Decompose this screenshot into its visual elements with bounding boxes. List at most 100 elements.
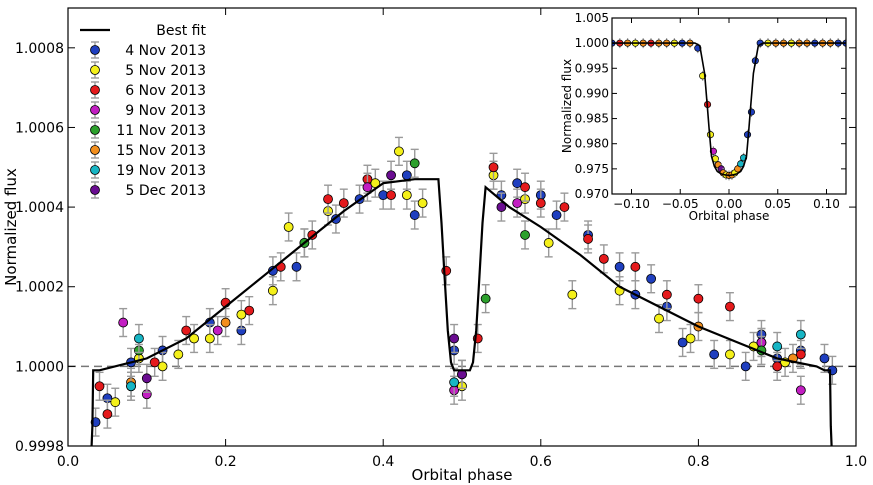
legend-marker-swatch: [90, 85, 100, 95]
inset-y-tick-label: 0.975: [575, 162, 609, 176]
data-point: [378, 180, 389, 210]
point-marker: [795, 385, 806, 396]
inset-x-tick-label: 0.05: [764, 197, 791, 211]
data-point: [417, 188, 428, 218]
data-point: [386, 160, 396, 190]
data-point: [646, 264, 657, 294]
data-point: [283, 212, 294, 242]
point-marker: [394, 146, 404, 157]
data-point: [149, 347, 160, 378]
data-point: [772, 331, 783, 362]
data-point: [323, 184, 333, 214]
legend-marker-swatch: [90, 105, 100, 115]
main-y-axis-label: Normalized flux: [2, 168, 20, 286]
data-point: [819, 343, 830, 374]
legend-label: 5 Nov 2013: [125, 63, 206, 79]
data-point: [94, 371, 105, 401]
data-point: [244, 295, 255, 326]
data-point: [394, 136, 404, 166]
point-marker: [386, 170, 396, 181]
data-point: [788, 343, 798, 374]
data-point: [212, 315, 223, 346]
point-marker: [173, 349, 184, 360]
legend-label: 4 Nov 2013: [125, 43, 206, 59]
point-marker: [795, 329, 806, 340]
data-point: [307, 220, 318, 250]
legend: Best fit 4 Nov 2013 5 Nov 2013 6 Nov 2013 9 …: [80, 23, 207, 199]
point-marker: [449, 333, 460, 344]
point-marker: [630, 261, 641, 272]
inset-y-tick-label: 0.970: [575, 187, 609, 201]
point-marker: [496, 202, 507, 212]
point-marker: [795, 349, 806, 360]
point-marker: [772, 341, 783, 352]
legend-entry: 5 Nov 2013: [90, 61, 206, 79]
point-marker: [362, 182, 373, 193]
legend-marker-swatch: [90, 145, 100, 155]
point-marker: [567, 289, 578, 300]
inset-ticks-layer: −0.10 −0.05 0.00 0.05 0.10 0.970 0.975 0.980 0.9…: [575, 11, 846, 211]
data-point: [220, 307, 231, 338]
point-marker: [772, 361, 783, 372]
legend-label: 19 Nov 2013: [116, 163, 206, 179]
legend-label: 11 Nov 2013: [116, 123, 206, 139]
point-marker: [291, 261, 302, 272]
point-marker: [126, 381, 136, 392]
point-marker: [110, 397, 121, 408]
data-point: [362, 172, 373, 202]
data-point: [370, 168, 381, 198]
inset-background: [612, 18, 846, 194]
point-marker: [520, 230, 530, 240]
data-point: [685, 323, 696, 354]
point-marker: [646, 273, 657, 284]
x-tick-label: 0.2: [214, 454, 236, 470]
point-marker: [220, 317, 231, 328]
data-point: [386, 180, 396, 210]
data-point: [134, 323, 144, 354]
point-marker: [149, 357, 160, 368]
legend-marker-swatch: [90, 125, 100, 135]
data-point: [520, 220, 530, 250]
data-point: [559, 192, 570, 222]
inset-x-axis-label: Orbital phase: [689, 209, 770, 223]
x-tick-label: 0.4: [372, 454, 394, 470]
point-marker: [102, 409, 113, 420]
point-marker: [480, 293, 491, 304]
data-point: [740, 351, 751, 381]
main-fit-layer: [90, 178, 833, 446]
data-point: [795, 319, 806, 350]
point-marker: [543, 238, 554, 248]
data-point: [409, 200, 420, 230]
point-marker: [677, 337, 688, 348]
point-marker: [338, 198, 349, 209]
legend-entry: 15 Nov 2013: [90, 141, 206, 159]
data-point: [110, 387, 121, 417]
data-point: [583, 224, 593, 254]
legend-entry: 9 Nov 2013: [90, 101, 206, 119]
point-marker: [512, 178, 523, 189]
inset-fit-layer: [612, 42, 846, 177]
point-marker: [488, 162, 499, 173]
inset-y-tick-label: 0.995: [575, 61, 609, 75]
legend-marker-swatch: [90, 45, 100, 55]
data-point: [409, 148, 420, 178]
point-marker: [386, 190, 396, 201]
point-marker: [283, 222, 294, 232]
legend-marker-swatch: [90, 65, 100, 75]
point-marker: [685, 333, 696, 344]
point-marker: [614, 261, 625, 272]
point-marker: [654, 313, 664, 324]
data-point: [291, 252, 302, 282]
point-marker: [244, 305, 255, 316]
legend-entry: Best fit: [80, 23, 207, 39]
data-point: [535, 188, 546, 218]
point-marker: [725, 301, 735, 312]
data-point: [181, 315, 192, 346]
point-marker: [598, 253, 609, 264]
point-marker: [204, 333, 215, 344]
point-marker: [212, 325, 223, 336]
x-tick-label: 1.0: [845, 454, 867, 470]
legend-label: 15 Nov 2013: [116, 143, 206, 159]
y-tick-label: 1.0004: [15, 200, 64, 216]
